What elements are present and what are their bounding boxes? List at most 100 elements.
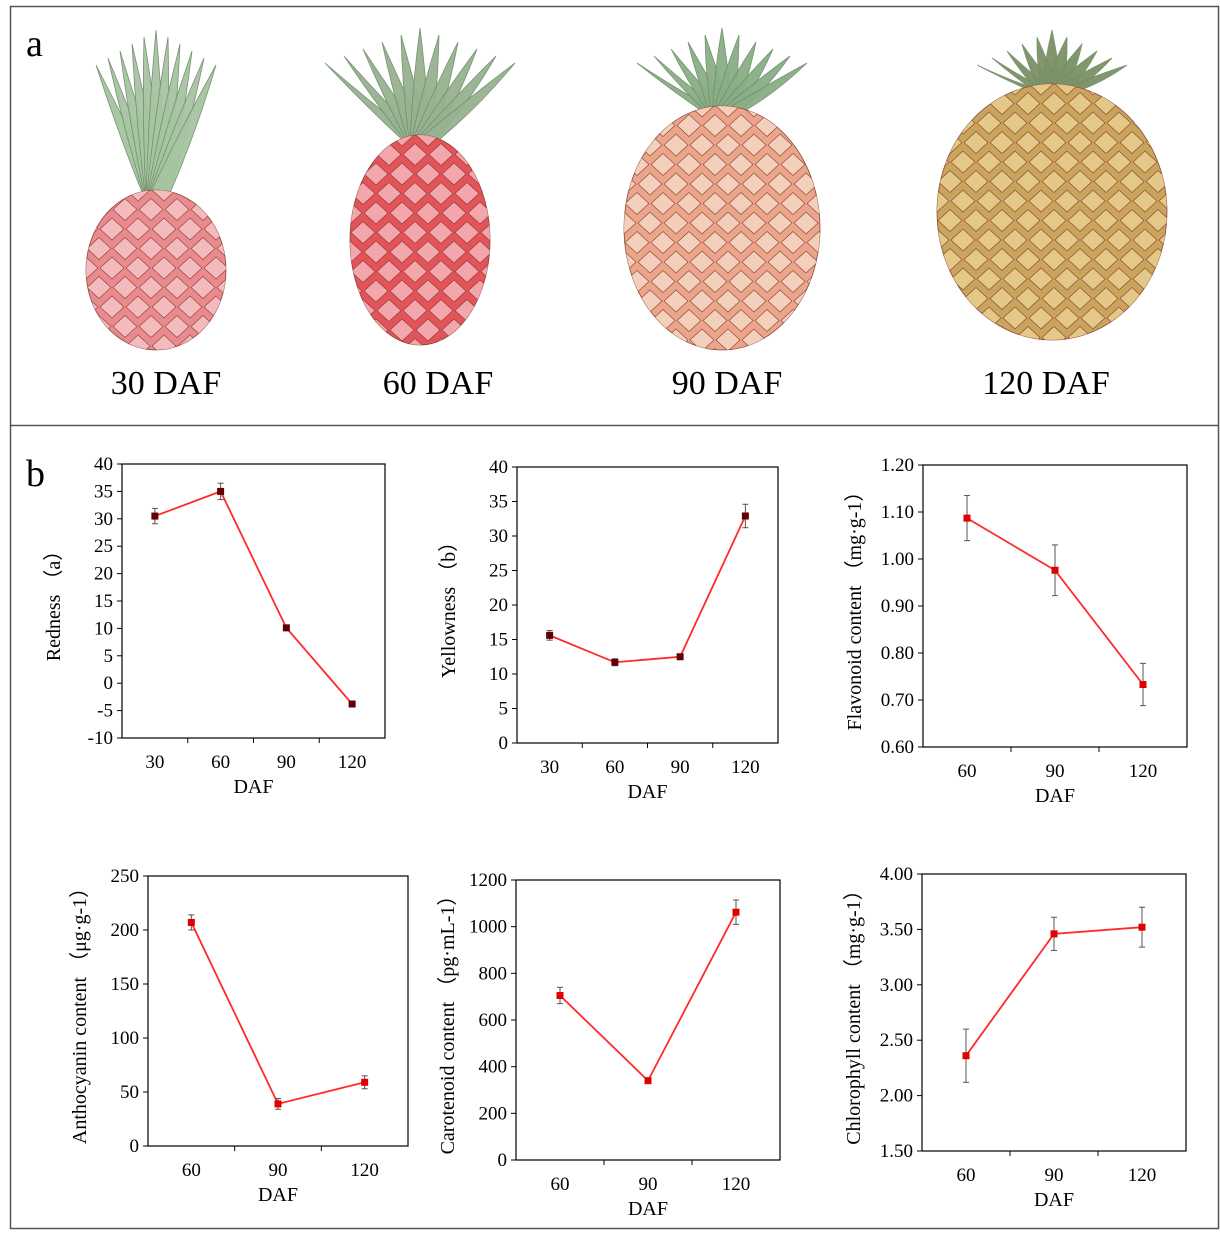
plot-area (515, 879, 781, 1161)
chart-5: 1200 1000 800 600 400 200 0 60 90 120 DAF Carotenoi… (436, 870, 781, 1220)
x-tick-label: 60 (551, 1174, 570, 1195)
series-line (966, 517, 1144, 686)
data-point (1139, 680, 1147, 688)
y-axis-title: Carotenoid content （pg·mL-1） (436, 886, 459, 1155)
y-tick-label: 200 (111, 920, 140, 941)
x-tick-label: 60 (605, 757, 624, 778)
data-point (962, 1052, 970, 1060)
y-axis-title: Anthocyanin content （μg·g-1） (68, 878, 91, 1144)
stage-label-60: 60 DAF (383, 365, 494, 402)
x-axis-title: DAF (233, 776, 273, 798)
x-tick-label: 120 (722, 1174, 751, 1195)
x-tick-label: 120 (338, 752, 367, 773)
y-tick-label: 150 (111, 974, 140, 995)
y-tick-label: -10 (88, 728, 113, 749)
data-point (282, 624, 290, 632)
data-point (151, 512, 159, 520)
y-tick-label: 50 (120, 1082, 139, 1103)
y-tick-label: 0.80 (881, 643, 914, 664)
x-tick-label: 90 (639, 1174, 658, 1195)
x-tick-label: 120 (731, 757, 760, 778)
y-tick-label: 10 (94, 618, 113, 639)
data-point (1138, 923, 1146, 931)
stage-label-90: 90 DAF (672, 365, 783, 402)
x-tick-label: 60 (957, 1165, 976, 1186)
y-tick-label: 1.10 (881, 502, 914, 523)
stage-label-120: 120 DAF (982, 365, 1110, 402)
x-tick-label: 90 (277, 752, 296, 773)
x-axis-title: DAF (628, 1198, 668, 1220)
y-tick-label: 25 (94, 536, 113, 557)
x-tick-label: 60 (211, 752, 230, 773)
y-tick-label: 800 (479, 963, 508, 984)
x-tick-label: 120 (350, 1160, 379, 1181)
x-axis-title: DAF (258, 1184, 298, 1206)
x-tick-label: 30 (540, 757, 559, 778)
pineapple-photo-row (85, 27, 1168, 351)
x-tick-label: 90 (1046, 761, 1065, 782)
plot-area (921, 873, 1187, 1152)
y-tick-label: 0 (498, 1150, 508, 1171)
data-point (963, 514, 971, 522)
data-point (644, 1077, 652, 1085)
y-tick-label: 40 (94, 454, 113, 475)
y-tick-label: 1200 (469, 870, 507, 891)
data-point (1050, 930, 1058, 938)
y-tick-label: 4.00 (880, 864, 913, 885)
plot-area (147, 875, 409, 1147)
x-tick-label: 90 (269, 1160, 288, 1181)
y-tick-label: 100 (111, 1028, 140, 1049)
y-tick-label: 20 (489, 595, 508, 616)
x-tick-label: 30 (145, 752, 164, 773)
data-point (741, 512, 749, 520)
data-point (611, 658, 619, 666)
data-point (556, 992, 564, 999)
chart-2: 40 35 30 25 20 15 10 5 0 30 60 90 120 DAF Yellowness （… (437, 457, 779, 803)
y-tick-label: 0 (104, 673, 114, 694)
pineapple-4-image (936, 29, 1168, 341)
data-point (361, 1078, 369, 1086)
data-point (274, 1100, 282, 1108)
x-tick-label: 90 (671, 757, 690, 778)
y-tick-label: 25 (489, 561, 508, 582)
series-line (559, 911, 737, 1083)
y-tick-label: 0.90 (881, 596, 914, 617)
pineapple-1-image (85, 29, 227, 351)
y-tick-label: 0.60 (881, 737, 914, 758)
y-axis-title: Chlorophyll content （mg·g-1） (842, 880, 865, 1144)
x-axis-title: DAF (627, 781, 667, 803)
y-tick-label: -5 (97, 701, 113, 722)
data-point (732, 908, 740, 916)
data-point (217, 487, 225, 495)
figure-frame (9, 5, 1220, 1230)
y-tick-label: 30 (94, 509, 113, 530)
x-tick-label: 60 (958, 761, 977, 782)
x-tick-label: 90 (1045, 1165, 1064, 1186)
y-tick-label: 400 (479, 1057, 508, 1078)
y-tick-label: 0 (499, 733, 509, 754)
chart-4: 250 200 150 100 50 0 60 90 120 DAF Anthocyanin con… (68, 866, 409, 1206)
series-line (154, 490, 353, 705)
y-tick-label: 250 (111, 866, 140, 887)
x-tick-label: 120 (1129, 761, 1158, 782)
y-tick-label: 2.00 (880, 1086, 913, 1107)
x-tick-label: 120 (1128, 1165, 1157, 1186)
y-tick-label: 10 (489, 664, 508, 685)
x-axis-title: DAF (1035, 785, 1075, 807)
chart-1: 40 35 30 25 20 15 10 5 0 -5 -10 30 60 90 120 DAF Redness… (42, 454, 386, 798)
plot-area (922, 464, 1188, 748)
y-tick-label: 30 (489, 526, 508, 547)
y-axis-title: Redness （a） (42, 541, 65, 662)
data-point (348, 700, 356, 708)
data-point (546, 631, 554, 639)
series-line (190, 922, 365, 1105)
y-tick-label: 3.00 (880, 975, 913, 996)
panel-b-label: b (26, 453, 45, 495)
y-tick-label: 0.70 (881, 690, 914, 711)
data-point (676, 653, 684, 661)
stage-label-30: 30 DAF (111, 365, 222, 402)
y-tick-label: 40 (489, 457, 508, 478)
y-axis-title: Flavonoid content （mg·g-1） (843, 482, 866, 731)
